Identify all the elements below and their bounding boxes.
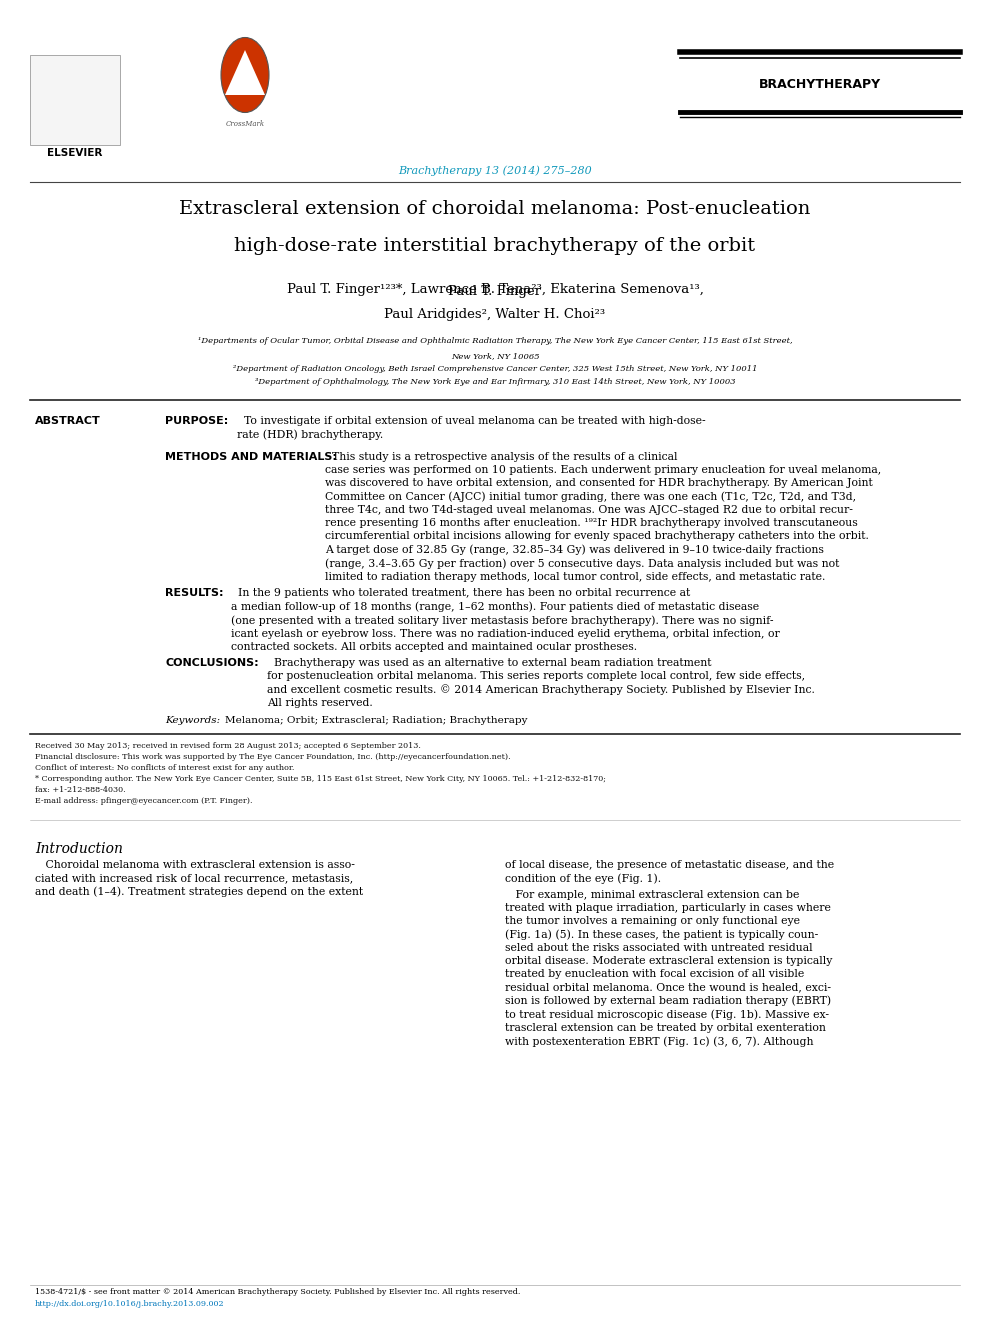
Text: PURPOSE:: PURPOSE: — [165, 416, 229, 426]
Text: New York, NY 10065: New York, NY 10065 — [450, 352, 540, 360]
Ellipse shape — [221, 37, 269, 112]
Text: Brachytherapy 13 (2014) 275–280: Brachytherapy 13 (2014) 275–280 — [398, 165, 592, 176]
Text: ELSEVIER: ELSEVIER — [48, 148, 103, 158]
Text: Keywords:: Keywords: — [165, 715, 220, 725]
Text: CONCLUSIONS:: CONCLUSIONS: — [165, 657, 258, 668]
Text: Conflict of interest: No conflicts of interest exist for any author.: Conflict of interest: No conflicts of in… — [35, 764, 294, 772]
Text: fax: +1-212-888-4030.: fax: +1-212-888-4030. — [35, 785, 126, 795]
Text: METHODS AND MATERIALS:: METHODS AND MATERIALS: — [165, 451, 337, 462]
Text: Melanoma; Orbit; Extrascleral; Radiation; Brachytherapy: Melanoma; Orbit; Extrascleral; Radiation… — [225, 715, 528, 725]
Text: Brachytherapy was used as an alternative to external beam radiation treatment
fo: Brachytherapy was used as an alternative… — [267, 657, 815, 709]
Text: For example, minimal extrascleral extension can be
treated with plaque irradiati: For example, minimal extrascleral extens… — [505, 890, 833, 1047]
Text: 1538-4721/$ - see front matter © 2014 American Brachytherapy Society. Published : 1538-4721/$ - see front matter © 2014 Am… — [35, 1288, 521, 1296]
Text: Introduction: Introduction — [35, 842, 123, 855]
Text: ²Department of Radiation Oncology, Beth Israel Comprehensive Cancer Center, 325 : ²Department of Radiation Oncology, Beth … — [233, 366, 757, 374]
Text: high-dose-rate interstitial brachytherapy of the orbit: high-dose-rate interstitial brachytherap… — [235, 238, 755, 255]
Text: Paul T. Finger¹²³*, Lawrence B. Tena²³, Ekaterina Semenova¹³,: Paul T. Finger¹²³*, Lawrence B. Tena²³, … — [286, 282, 704, 296]
Text: * Corresponding author. The New York Eye Cancer Center, Suite 5B, 115 East 61st : * Corresponding author. The New York Eye… — [35, 775, 606, 783]
Text: CrossMark: CrossMark — [226, 120, 264, 128]
Text: Received 30 May 2013; received in revised form 28 August 2013; accepted 6 Septem: Received 30 May 2013; received in revise… — [35, 742, 421, 750]
Text: This study is a retrospective analysis of the results of a clinical
case series : This study is a retrospective analysis o… — [325, 451, 881, 582]
Text: http://dx.doi.org/10.1016/j.brachy.2013.09.002: http://dx.doi.org/10.1016/j.brachy.2013.… — [35, 1300, 225, 1308]
Text: Paul T. Finger: Paul T. Finger — [448, 285, 542, 298]
Text: Choroidal melanoma with extrascleral extension is asso-
ciated with increased ri: Choroidal melanoma with extrascleral ext… — [35, 861, 363, 896]
Text: BRACHYTHERAPY: BRACHYTHERAPY — [759, 78, 881, 91]
Text: To investigate if orbital extension of uveal melanoma can be treated with high-d: To investigate if orbital extension of u… — [237, 416, 706, 440]
Text: E-mail address: pfinger@eyecancer.com (P.T. Finger).: E-mail address: pfinger@eyecancer.com (P… — [35, 797, 252, 805]
Text: of local disease, the presence of metastatic disease, and the
condition of the e: of local disease, the presence of metast… — [505, 861, 835, 884]
Text: ³Department of Ophthalmology, The New York Eye and Ear Infirmary, 310 East 14th : ³Department of Ophthalmology, The New Yo… — [254, 378, 736, 385]
Text: Paul Aridgides², Walter H. Choi²³: Paul Aridgides², Walter H. Choi²³ — [384, 308, 606, 321]
Text: RESULTS:: RESULTS: — [165, 587, 224, 598]
Text: Financial disclosure: This work was supported by The Eye Cancer Foundation, Inc.: Financial disclosure: This work was supp… — [35, 752, 511, 762]
Text: ABSTRACT: ABSTRACT — [35, 416, 101, 426]
Bar — [30, 55, 120, 145]
Text: Extrascleral extension of choroidal melanoma: Post-enucleation: Extrascleral extension of choroidal mela… — [179, 201, 811, 218]
Polygon shape — [225, 50, 265, 95]
Text: In the 9 patients who tolerated treatment, there has been no orbital recurrence : In the 9 patients who tolerated treatmen… — [231, 587, 780, 652]
Text: ¹Departments of Ocular Tumor, Orbital Disease and Ophthalmic Radiation Therapy, : ¹Departments of Ocular Tumor, Orbital Di… — [198, 337, 792, 345]
